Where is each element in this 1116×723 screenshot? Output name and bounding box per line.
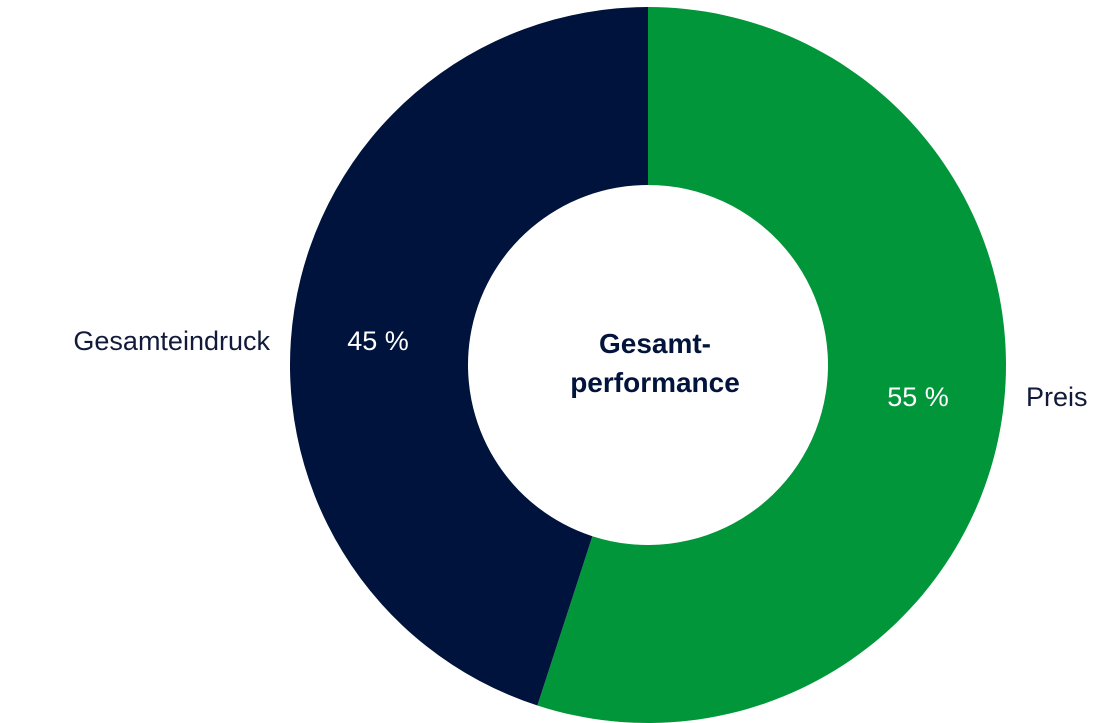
category-label-gesamteindruck: Gesamteindruck	[73, 326, 270, 356]
slices-group	[290, 7, 1006, 723]
center-label-line-1: Gesamt-	[599, 328, 711, 359]
value-label-preis: 55 %	[887, 382, 949, 412]
slice-preis	[537, 7, 1006, 723]
labels-group: 55 % Preis 45 % Gesamteindruck	[73, 326, 1087, 412]
slice-gesamteindruck	[290, 7, 648, 706]
category-label-preis: Preis	[1026, 382, 1088, 412]
center-label-line-2: performance	[570, 367, 740, 398]
value-label-gesamteindruck: 45 %	[347, 326, 409, 356]
